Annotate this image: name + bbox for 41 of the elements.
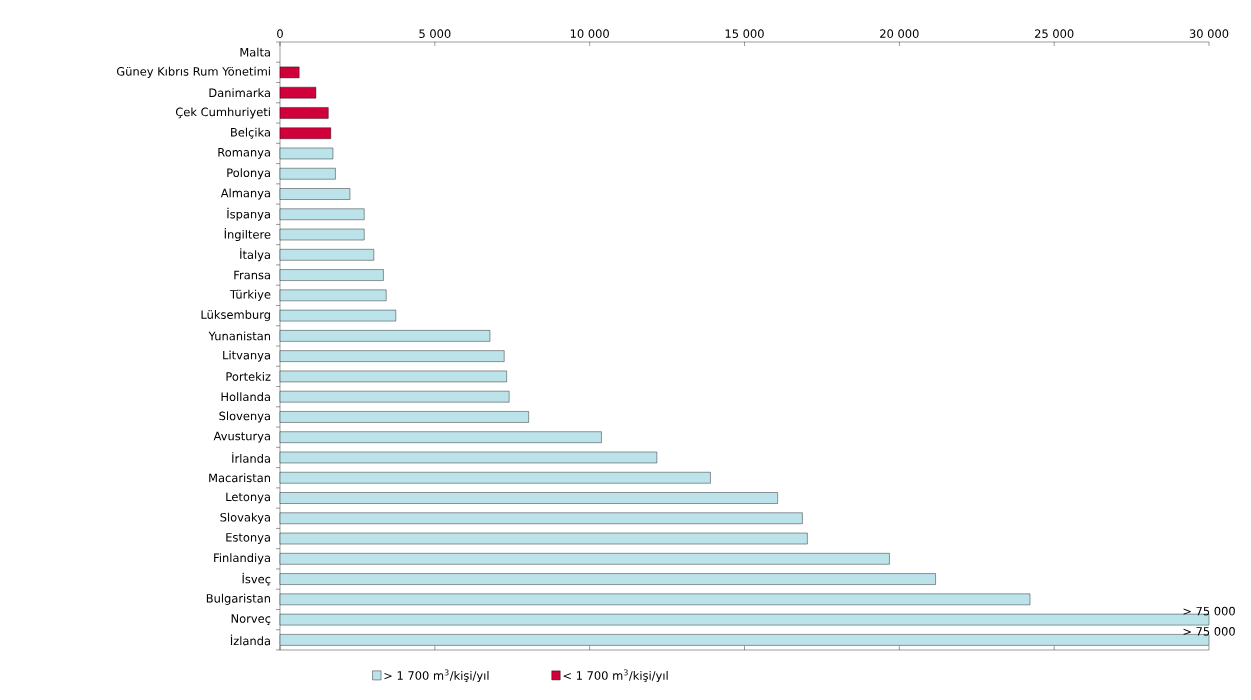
y-tick-label: İtalya xyxy=(240,248,270,262)
y-tick-label: Lüksemburg xyxy=(201,310,270,322)
y-tick-label: İngiltere xyxy=(224,228,271,241)
y-tick-label: Yunanistan xyxy=(208,331,271,341)
data-label: > 75 000 xyxy=(1183,606,1235,616)
y-tick-label: İrlanda xyxy=(232,452,270,463)
y-tick-label: Güney Kıbrıs Rum Yönetimi xyxy=(116,66,270,78)
y-tick-label: Fransa xyxy=(234,270,270,280)
legend-label: > 1 700 m$^{3}$/kişi/yıl xyxy=(384,669,489,683)
y-tick-label: Almanya xyxy=(220,188,270,200)
y-tick-label: Macaristan xyxy=(209,473,271,483)
x-tick-label: 0 xyxy=(277,29,283,38)
y-tick-label: İspanya xyxy=(227,207,270,221)
y-tick-label: Türkiye xyxy=(229,289,271,301)
x-tick-label: 25 000 xyxy=(1034,29,1074,38)
x-tick-label: 10 000 xyxy=(570,29,609,38)
y-tick-label: Estonya xyxy=(226,533,270,544)
y-tick-label: Norveç xyxy=(231,614,271,625)
y-tick-label: Slovenya xyxy=(219,411,270,423)
y-tick-label: Danimarka xyxy=(209,88,270,98)
y-tick-label: Polonya xyxy=(227,168,270,180)
y-tick-label: Bulgaristan xyxy=(206,593,271,605)
y-tick-label: Hollanda xyxy=(221,392,270,402)
x-tick-label: 30 000 xyxy=(1189,29,1229,38)
x-tick-label: 5 000 xyxy=(419,29,451,38)
y-tick-label: Slovakya xyxy=(220,512,270,524)
y-tick-label: Finlandiya xyxy=(214,553,270,565)
y-tick-label: Avusturya xyxy=(213,431,270,443)
y-tick-label: Litvanya xyxy=(223,350,270,362)
y-tick-label: Belçika xyxy=(231,127,270,139)
legend-label: < 1 700 m$^{3}$/kişi/yıl xyxy=(563,669,668,683)
y-tick-label: Portekiz xyxy=(226,371,271,381)
y-tick-label: Romanya xyxy=(218,148,270,159)
y-tick-label: İsveç xyxy=(242,572,271,586)
y-tick-label: Malta xyxy=(240,47,270,57)
x-tick-label: 15 000 xyxy=(725,29,764,38)
data-label: > 75 000 xyxy=(1183,627,1235,636)
y-tick-label: İzlanda xyxy=(230,634,270,646)
y-tick-label: Letonya xyxy=(226,492,270,504)
x-tick-label: 20 000 xyxy=(880,29,919,38)
y-tick-label: Çek Cumhuriyeti xyxy=(175,107,270,119)
